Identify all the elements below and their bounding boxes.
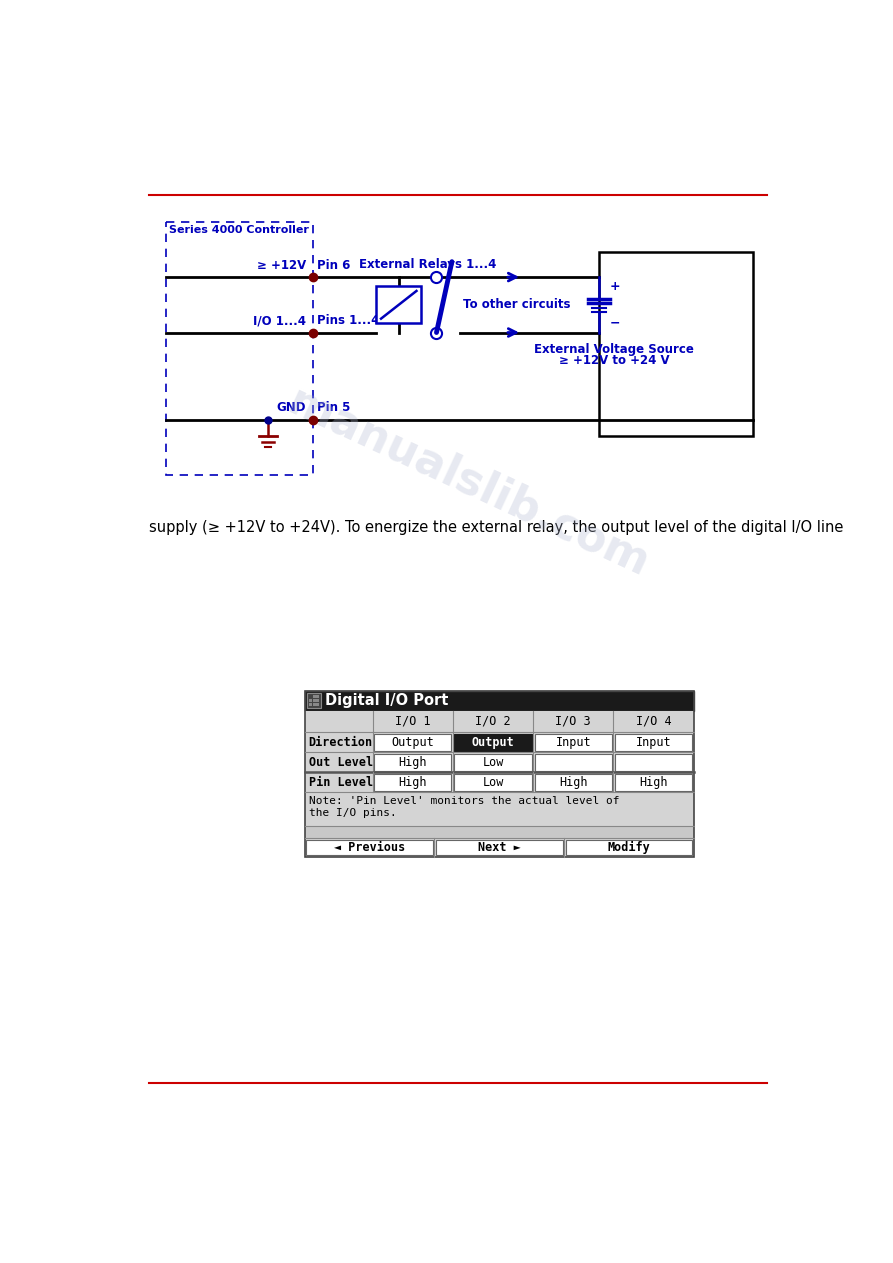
Text: Pin Level: Pin Level (309, 775, 372, 788)
Bar (455, 774, 531, 791)
Bar (309, 698, 312, 702)
Text: Series 4000 Controller: Series 4000 Controller (170, 226, 309, 235)
Bar (316, 695, 320, 698)
Bar (535, 754, 612, 770)
Text: ≥ +12V to +24 V: ≥ +12V to +24 V (559, 354, 670, 368)
Bar (615, 754, 692, 770)
Text: I/O 3: I/O 3 (555, 715, 591, 727)
Text: High: High (398, 775, 427, 788)
Bar (305, 839, 694, 856)
Bar (374, 734, 451, 750)
Text: High: High (559, 775, 588, 788)
Bar (455, 754, 531, 770)
Bar (455, 734, 531, 750)
Text: ◄ Previous: ◄ Previous (334, 841, 405, 854)
Bar (305, 711, 694, 733)
Text: −: − (610, 317, 621, 330)
Text: High: High (639, 775, 668, 788)
Bar (305, 753, 694, 772)
Text: manualslib.com: manualslib.com (280, 380, 655, 586)
Bar (305, 772, 694, 792)
Bar (615, 734, 692, 750)
Text: Digital I/O Port: Digital I/O Port (325, 693, 448, 709)
Bar (313, 698, 315, 702)
Text: Pin 5: Pin 5 (317, 402, 351, 414)
Text: Output: Output (391, 735, 434, 749)
Text: I/O 4: I/O 4 (636, 715, 672, 727)
Bar (316, 698, 320, 702)
Text: supply (≥ +12V to +24V). To energize the external relay, the output level of the: supply (≥ +12V to +24V). To energize the… (149, 519, 844, 534)
Text: Note: 'Pin Level' monitors the actual level of
the I/O pins.: Note: 'Pin Level' monitors the actual le… (310, 796, 620, 817)
Bar (305, 826, 694, 839)
Text: External Voltage Source: External Voltage Source (534, 344, 694, 356)
Bar (166, 222, 313, 475)
Bar (535, 734, 612, 750)
Text: Input: Input (636, 735, 672, 749)
Bar (374, 774, 451, 791)
Bar (307, 693, 321, 709)
Text: Pins 1...4: Pins 1...4 (317, 314, 380, 327)
Bar (309, 703, 312, 706)
Text: GND: GND (277, 402, 306, 414)
Text: Direction: Direction (309, 735, 372, 749)
Bar (316, 703, 320, 706)
Text: Low: Low (482, 775, 504, 788)
Bar (305, 691, 694, 711)
Text: High: High (398, 755, 427, 769)
Bar (306, 840, 433, 855)
Text: I/O 1: I/O 1 (395, 715, 430, 727)
Text: External Relays 1...4: External Relays 1...4 (359, 258, 497, 270)
Text: Output: Output (472, 735, 514, 749)
Bar (436, 840, 563, 855)
Bar (565, 840, 692, 855)
Bar (535, 774, 612, 791)
Bar (615, 774, 692, 791)
Bar (305, 792, 694, 826)
Bar (305, 691, 694, 856)
Text: Modify: Modify (607, 841, 650, 854)
Text: Low: Low (482, 755, 504, 769)
Text: I/O 2: I/O 2 (475, 715, 511, 727)
Bar (374, 754, 451, 770)
Text: Out Level: Out Level (309, 755, 372, 769)
Text: Input: Input (555, 735, 591, 749)
Text: Next ►: Next ► (478, 841, 521, 854)
Text: I/O 1...4: I/O 1...4 (254, 314, 306, 327)
Bar (599, 251, 753, 437)
Text: ≥ +12V: ≥ +12V (257, 259, 306, 272)
Bar (377, 287, 421, 323)
Bar (305, 733, 694, 753)
Text: Pin 6: Pin 6 (317, 259, 351, 272)
Bar (313, 703, 315, 706)
Text: +: + (610, 280, 621, 293)
Text: To other circuits: To other circuits (463, 298, 571, 311)
Bar (455, 734, 531, 750)
Bar (313, 695, 315, 698)
